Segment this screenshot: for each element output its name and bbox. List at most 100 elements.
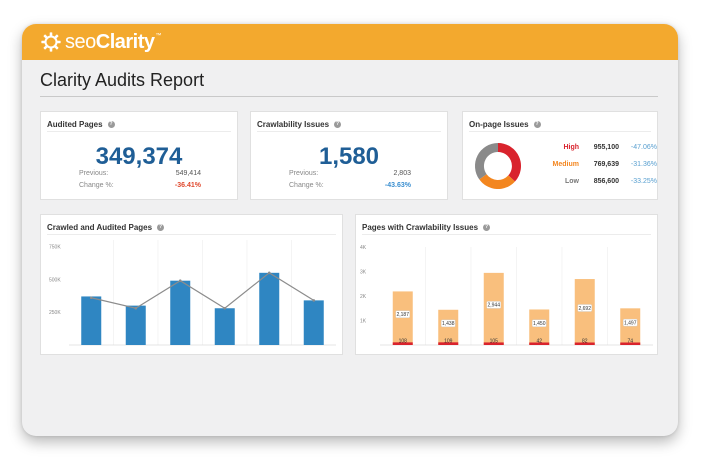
- bar: [259, 272, 280, 345]
- y-tick-label: 1K: [360, 319, 367, 325]
- bar-critical: [392, 342, 413, 345]
- data-label-box: [532, 319, 547, 327]
- data-label-bottom: 82: [582, 339, 588, 345]
- card-title: Pages with Crawlability Issues: [362, 223, 479, 232]
- donut-slice-high[interactable]: [498, 143, 522, 182]
- title-divider: [40, 96, 658, 97]
- line-point: [178, 279, 182, 282]
- crawled-audited-chart[interactable]: 750K 500K 250K: [41, 215, 344, 356]
- data-label-top: 2,944: [487, 303, 500, 309]
- y-tick-label: 4K: [360, 245, 367, 251]
- bar: [125, 305, 146, 345]
- issue-label-high: High: [563, 144, 579, 151]
- y-tick-label: 250K: [49, 310, 61, 316]
- issue-label-medium: Medium: [552, 161, 579, 168]
- card-title: Audited Pages: [47, 120, 103, 129]
- data-label-bottom: 108: [399, 339, 408, 345]
- bar-crawlability: [392, 291, 413, 345]
- card-title: On-page Issues: [469, 120, 529, 129]
- data-label-box: [623, 318, 638, 327]
- card-divider: [362, 234, 651, 235]
- data-label-bottom: 105: [490, 339, 499, 345]
- data-label-box: [395, 310, 410, 318]
- bar-crawlability: [438, 309, 459, 345]
- audited-pages-card: Audited Pages ? 349,374 Previous: 549,41…: [40, 111, 238, 200]
- data-label-top: 1,497: [624, 320, 637, 326]
- issue-count-high: 955,100: [593, 144, 619, 151]
- previous-value: 2,803: [393, 170, 411, 177]
- change-value: -36.41%: [174, 182, 201, 189]
- data-label-box: [577, 304, 592, 312]
- previous-label: Previous:: [79, 170, 109, 177]
- bar-crawlability: [483, 272, 504, 345]
- help-icon[interactable]: ?: [533, 121, 541, 128]
- donut-slice-low[interactable]: [474, 143, 498, 180]
- y-tick-label: 750K: [49, 245, 61, 251]
- donut-slice-medium[interactable]: [479, 174, 515, 190]
- trend-line: [91, 272, 315, 309]
- trademark-mark: ™: [155, 33, 162, 39]
- data-label-bottom: 42: [536, 339, 542, 345]
- bar: [170, 280, 191, 345]
- bar-crawlability: [574, 279, 595, 345]
- issue-label-low: Low: [565, 178, 579, 185]
- data-label-box: [486, 301, 501, 309]
- brand-name: seoClarity: [65, 30, 155, 53]
- line-point: [267, 271, 271, 275]
- data-label-top: 2,692: [578, 306, 591, 312]
- onpage-issues-card: On-page Issues ? High 955,100 -47.06% Me…: [462, 111, 658, 200]
- card-divider: [257, 131, 441, 132]
- y-tick-label: 500K: [49, 277, 61, 283]
- crawlability-chart-card: Pages with Crawlability Issues ? 4K 3K 2K 1…: [355, 214, 658, 355]
- data-label-bottom: 74: [627, 339, 633, 345]
- issue-pct-low: -33.25%: [630, 178, 657, 185]
- onpage-donut-chart[interactable]: [463, 112, 659, 201]
- help-icon[interactable]: ?: [334, 121, 342, 128]
- bar-critical: [483, 342, 504, 345]
- card-divider: [469, 131, 651, 132]
- report-frame: seoClarity ™ Clarity Audits Report Audit…: [22, 24, 678, 436]
- change-label: Change %:: [79, 182, 114, 189]
- bar-critical: [620, 342, 641, 345]
- help-icon[interactable]: ?: [107, 121, 115, 128]
- bar-critical: [438, 342, 459, 345]
- bar: [303, 300, 324, 345]
- y-tick-label: 2K: [360, 294, 367, 300]
- data-label-box: [441, 319, 456, 328]
- previous-label: Previous:: [289, 170, 319, 177]
- bar-crawlability: [620, 308, 641, 345]
- issue-pct-medium: -31.36%: [630, 161, 657, 168]
- metric-value: 1,580: [318, 143, 380, 170]
- help-icon[interactable]: ?: [483, 224, 491, 231]
- line-point: [89, 296, 93, 300]
- data-label-top: 1,450: [533, 321, 546, 327]
- crawled-audited-chart-card: Crawled and Audited Pages ? 750K 500K 250K: [40, 214, 343, 355]
- change-label: Change %:: [289, 182, 324, 189]
- previous-value: 549,414: [175, 170, 201, 177]
- data-label-top: 2,187: [396, 312, 409, 318]
- help-icon[interactable]: ?: [157, 224, 165, 231]
- issue-pct-high: -47.06%: [630, 144, 657, 151]
- line-point: [223, 306, 227, 310]
- card-divider: [47, 234, 336, 235]
- crawlability-chart[interactable]: 4K 3K 2K 1K 2,187 108 1,438 109 2,944 105 1,450 42 2…: [356, 215, 659, 356]
- bar-crawlability: [529, 309, 550, 345]
- bar-critical: [574, 342, 595, 345]
- bar: [81, 296, 102, 345]
- gear-logo-icon: [41, 32, 61, 52]
- card-title: Crawled and Audited Pages: [47, 223, 153, 232]
- issue-count-medium: 769,639: [593, 161, 619, 168]
- data-label-top: 1,438: [442, 321, 455, 327]
- issue-count-low: 856,600: [593, 178, 619, 185]
- card-divider: [47, 131, 231, 132]
- page-title: Clarity Audits Report: [40, 70, 205, 90]
- top-bar: seoClarity ™: [22, 24, 678, 60]
- bar-critical: [529, 342, 550, 345]
- line-point: [134, 306, 138, 310]
- bar: [214, 308, 235, 345]
- y-tick-label: 3K: [360, 270, 367, 276]
- data-label-bottom: 109: [444, 339, 453, 345]
- metric-value: 349,374: [95, 143, 183, 170]
- brand-logo[interactable]: seoClarity ™: [40, 30, 162, 54]
- crawlability-issues-card: Crawlability Issues ? 1,580 Previous: 2,…: [250, 111, 448, 200]
